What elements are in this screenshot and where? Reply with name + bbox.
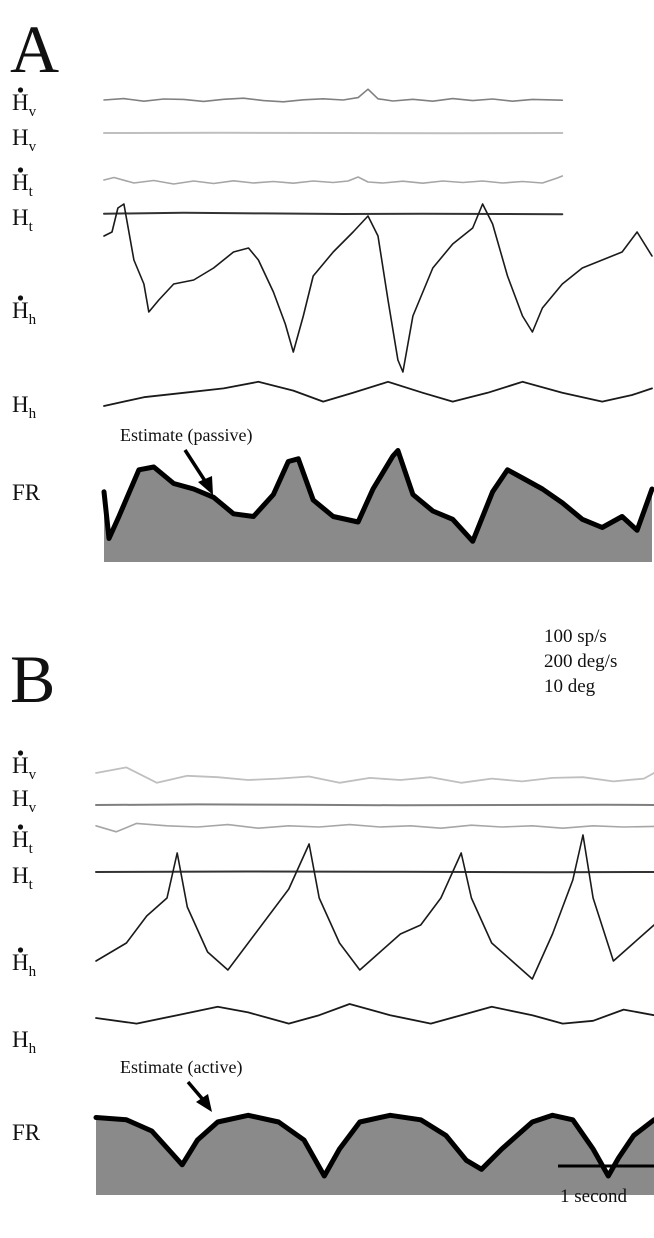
trace-a-fr — [101, 448, 654, 544]
trace-b-hv-dot — [95, 766, 654, 784]
annotation-active-arrow-head — [196, 1094, 212, 1112]
row-label-a-hv: Hv — [12, 125, 37, 155]
row-label-a-fr: FR — [12, 480, 41, 505]
fr-fill-b — [96, 1115, 654, 1195]
fr-fill-a — [104, 450, 652, 562]
trace-b-hh — [95, 1003, 654, 1025]
trace-a-ht — [103, 211, 564, 216]
time-scale-label: 1 second — [560, 1186, 628, 1207]
scale-label-velocity: 200 deg/s — [544, 651, 617, 672]
scale-label-rate: 100 sp/s — [544, 626, 607, 647]
row-label-a-hh: Hh — [12, 392, 37, 422]
derivative-dot — [17, 750, 24, 756]
traces-a — [101, 88, 654, 562]
panel-a: A Hv Hv Ht Ht Hh Hh FR Estimate (passive) — [10, 11, 654, 562]
panel-letter-a: A — [10, 11, 59, 87]
derivative-dot — [17, 947, 24, 953]
derivative-dot — [17, 295, 24, 301]
trace-b-fr — [93, 1112, 654, 1179]
row-label-b-ht: Ht — [12, 863, 34, 893]
row-label-b-hh-dot: Hh — [12, 950, 37, 980]
trace-a-hv-dot — [103, 88, 564, 103]
trace-a-hh-dot — [103, 203, 653, 373]
annotation-passive-arrow-shaft — [183, 449, 209, 485]
trace-a-ht-dot — [103, 175, 564, 185]
row-label-a-ht-dot: Ht — [12, 170, 34, 200]
row-label-a-hh-dot: Hh — [12, 298, 37, 328]
derivative-dot — [17, 167, 24, 173]
row-label-b-ht-dot: Ht — [12, 827, 34, 857]
row-label-a-ht: Ht — [12, 205, 34, 235]
annotation-active-label: Estimate (active) — [120, 1057, 242, 1078]
trace-a-hh — [103, 380, 653, 407]
annotation-passive: Estimate (passive) — [120, 425, 252, 495]
derivative-dot — [17, 87, 24, 93]
row-labels-a: Hv Hv Ht Ht Hh Hh FR — [12, 87, 41, 505]
panel-letter-b: B — [10, 641, 55, 717]
row-label-b-hv-dot: Hv — [12, 753, 37, 783]
trace-b-ht-dot — [95, 822, 654, 833]
scale-legend: 100 sp/s 200 deg/s 10 deg — [544, 626, 617, 697]
row-label-a-hv-dot: Hv — [12, 90, 37, 120]
trace-b-hh-dot — [95, 834, 654, 980]
trace-b-hv — [95, 803, 654, 807]
annotation-passive-arrow-head — [198, 476, 213, 495]
derivative-dot — [17, 824, 24, 830]
row-label-b-fr: FR — [12, 1120, 41, 1145]
row-label-b-hv: Hv — [12, 786, 37, 816]
row-label-b-hh: Hh — [12, 1027, 37, 1057]
traces-b — [93, 766, 654, 1195]
time-scale-bar: 1 second — [558, 1164, 654, 1207]
annotation-passive-label: Estimate (passive) — [120, 425, 252, 446]
annotation-active: Estimate (active) — [120, 1057, 242, 1112]
trace-b-ht — [95, 870, 654, 874]
scale-label-position: 10 deg — [544, 676, 596, 697]
